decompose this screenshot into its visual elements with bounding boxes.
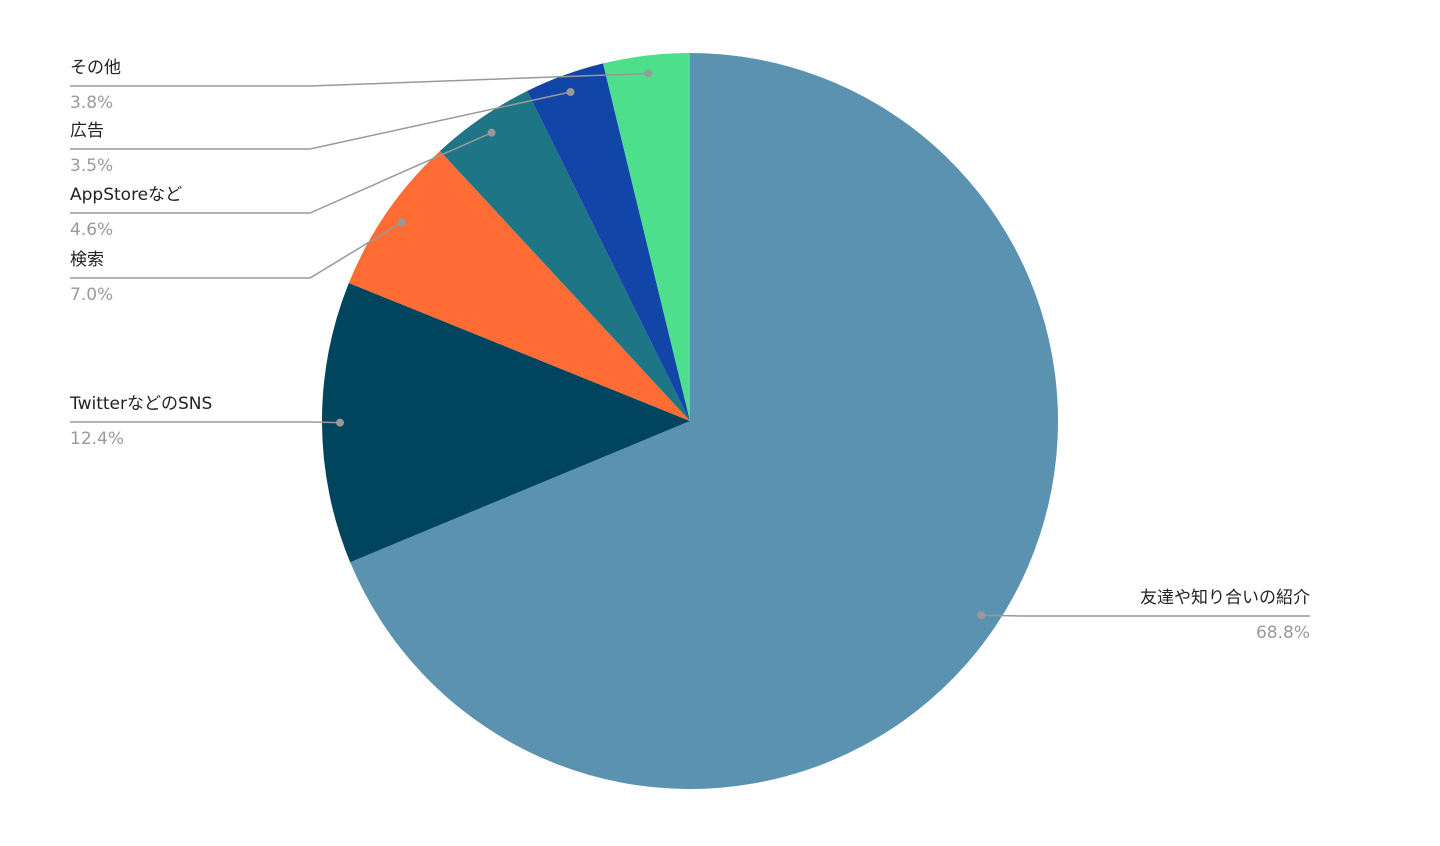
pie-slice [603, 53, 690, 421]
slice-label: 広告 [70, 121, 104, 141]
leader-line [70, 421, 341, 424]
leader-dot [487, 128, 496, 137]
leader-dot [397, 218, 406, 227]
leader-line [981, 614, 1310, 617]
leader-line [70, 221, 403, 279]
slice-value-label: 7.0% [70, 285, 113, 305]
leader-line [70, 91, 571, 150]
leader-dot [977, 611, 986, 620]
pie-slice [527, 63, 690, 422]
leader-line [70, 131, 492, 214]
slice-value-label: 68.8% [1256, 623, 1310, 643]
slice-value-label: 12.4% [70, 429, 124, 449]
pie-slice [322, 282, 690, 563]
leader-dot [644, 69, 653, 78]
slice-value-label: 3.8% [70, 93, 113, 113]
slice-value-label: 4.6% [70, 220, 113, 240]
slice-label: その他 [70, 58, 121, 78]
slice-label: 検索 [70, 250, 104, 270]
pie-slice [350, 53, 1058, 789]
pie-slice [439, 90, 690, 421]
pie-slice [348, 150, 690, 421]
leader-dot [566, 88, 575, 97]
slice-label: AppStoreなど [70, 185, 182, 205]
slice-label: TwitterなどのSNS [69, 394, 212, 414]
slice-value-label: 3.5% [70, 156, 113, 176]
leader-dot [336, 418, 345, 427]
leader-line [70, 72, 649, 87]
slice-label: 友達や知り合いの紹介 [1140, 588, 1310, 608]
